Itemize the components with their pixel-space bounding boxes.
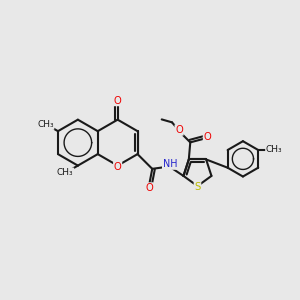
Text: CH₃: CH₃ [37, 120, 54, 129]
Text: O: O [146, 183, 153, 193]
Text: CH₃: CH₃ [266, 145, 282, 154]
Text: O: O [114, 95, 122, 106]
Text: CH₃: CH₃ [57, 168, 74, 177]
Text: S: S [194, 182, 201, 192]
Text: O: O [114, 162, 122, 172]
Text: O: O [203, 132, 211, 142]
Text: O: O [175, 125, 183, 135]
Text: NH: NH [163, 159, 177, 169]
